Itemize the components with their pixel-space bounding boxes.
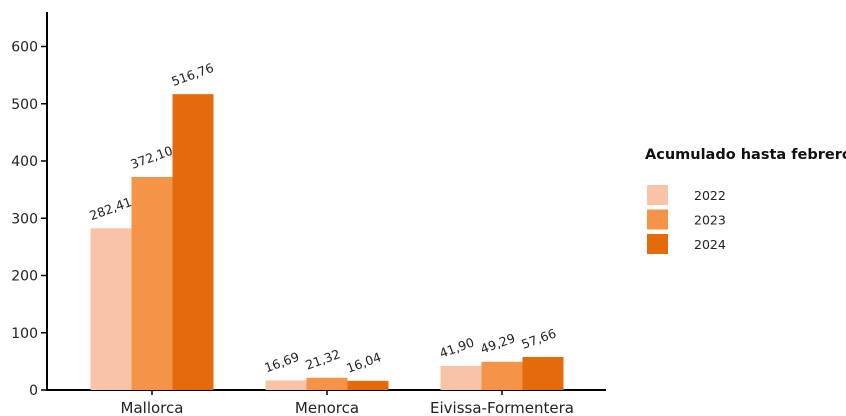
- data-label: 516,76: [169, 60, 215, 89]
- x-tick-label-eivissa-formentera: Eivissa-Formentera: [430, 399, 574, 416]
- data-label: 21,32: [303, 346, 342, 372]
- data-label: 16,04: [344, 349, 383, 375]
- bars-group: [90, 94, 564, 390]
- y-tick-label: 0: [29, 383, 38, 399]
- legend-swatch-2023: [647, 209, 668, 230]
- bar-2022-menorca: [265, 380, 307, 390]
- y-tick-label: 600: [11, 40, 38, 56]
- x-tick-label-mallorca: Mallorca: [121, 399, 184, 416]
- bar-2024-menorca: [347, 380, 389, 390]
- y-tick-label: 500: [11, 97, 38, 113]
- legend-label-2024: 2024: [694, 237, 726, 252]
- data-label: 41,90: [437, 334, 476, 360]
- data-label: 282,41: [87, 194, 133, 223]
- y-tick-label: 300: [11, 211, 38, 227]
- legend-title: Acumulado hasta febrero: [645, 147, 846, 163]
- data-label: 57,66: [519, 325, 558, 351]
- y-tick-label: 200: [11, 269, 38, 285]
- legend-swatch-2022: [647, 185, 668, 205]
- bar-2024-eivissa-formentera: [522, 356, 564, 390]
- bar-2024-mallorca: [172, 94, 214, 390]
- bar-2022-mallorca: [90, 228, 132, 390]
- y-tick-label: 400: [11, 154, 38, 170]
- y-axis: 0 100 200 300 400 500 600: [11, 12, 48, 399]
- bar-2022-eivissa-formentera: [440, 366, 482, 390]
- x-tick-label-menorca: Menorca: [295, 399, 359, 416]
- x-axis: Mallorca Menorca Eivissa-Formentera: [46, 389, 606, 416]
- bar-2023-menorca: [306, 377, 348, 390]
- legend-label-2023: 2023: [694, 213, 726, 228]
- legend-label-2022: 2022: [694, 188, 726, 203]
- bar-2023-eivissa-formentera: [481, 361, 523, 390]
- legend-swatch-2024: [647, 234, 668, 254]
- y-tick-label: 100: [11, 326, 38, 342]
- data-label: 372,10: [128, 143, 174, 172]
- bar-2023-mallorca: [131, 176, 173, 390]
- data-label: 49,29: [478, 330, 517, 356]
- legend: Acumulado hasta febrero 2022 2023 2024: [645, 147, 846, 254]
- data-label: 16,69: [262, 349, 301, 375]
